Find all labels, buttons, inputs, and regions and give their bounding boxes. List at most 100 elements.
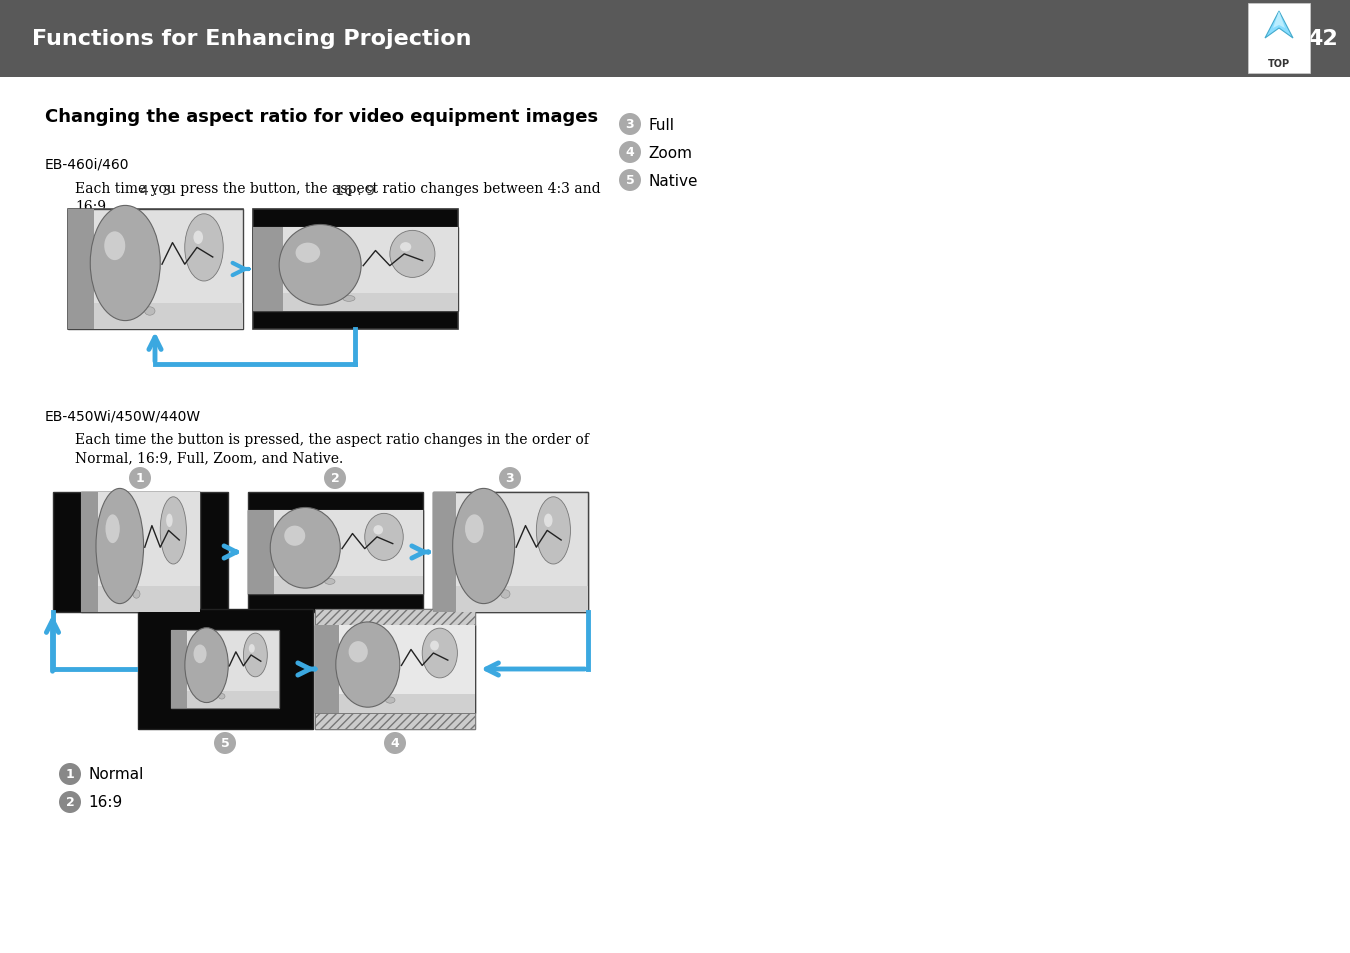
Bar xyxy=(68,210,93,330)
Bar xyxy=(432,493,456,613)
Text: 1: 1 xyxy=(66,768,74,781)
Text: 5: 5 xyxy=(625,174,634,188)
Ellipse shape xyxy=(144,308,155,315)
Bar xyxy=(53,493,228,613)
Bar xyxy=(81,493,99,613)
Bar xyxy=(252,228,458,312)
Ellipse shape xyxy=(279,225,362,306)
Ellipse shape xyxy=(243,634,267,677)
Ellipse shape xyxy=(452,489,514,604)
Text: 16:9.: 16:9. xyxy=(76,200,111,213)
Bar xyxy=(315,609,475,729)
Text: EB-450Wi/450W/440W: EB-450Wi/450W/440W xyxy=(45,410,201,423)
Ellipse shape xyxy=(219,694,225,700)
Text: Changing the aspect ratio for video equipment images: Changing the aspect ratio for video equi… xyxy=(45,108,598,126)
Bar xyxy=(81,493,200,613)
Circle shape xyxy=(620,170,641,192)
Bar xyxy=(0,0,1350,78)
Ellipse shape xyxy=(104,233,126,261)
Text: Full: Full xyxy=(648,117,674,132)
Circle shape xyxy=(215,732,236,754)
Text: 16:9: 16:9 xyxy=(88,795,123,810)
Ellipse shape xyxy=(324,578,335,585)
Bar xyxy=(315,625,475,714)
Bar xyxy=(247,511,423,595)
Bar xyxy=(170,630,279,708)
Text: 3: 3 xyxy=(625,118,634,132)
Circle shape xyxy=(383,732,406,754)
Ellipse shape xyxy=(400,243,412,253)
Ellipse shape xyxy=(423,628,458,679)
Circle shape xyxy=(324,468,346,490)
Bar xyxy=(99,586,200,613)
Bar xyxy=(315,714,475,729)
Ellipse shape xyxy=(296,243,320,264)
Ellipse shape xyxy=(343,296,355,302)
Text: Native: Native xyxy=(648,173,698,189)
Polygon shape xyxy=(1265,12,1293,39)
Ellipse shape xyxy=(161,497,186,564)
Bar xyxy=(247,511,274,595)
Bar xyxy=(252,228,458,312)
Bar xyxy=(81,493,200,613)
Ellipse shape xyxy=(348,641,367,662)
Text: 16 : 9: 16 : 9 xyxy=(335,184,375,198)
Ellipse shape xyxy=(185,214,223,282)
Text: 4: 4 xyxy=(625,147,634,159)
Ellipse shape xyxy=(105,515,120,543)
Ellipse shape xyxy=(464,515,483,543)
Text: Each time the button is pressed, the aspect ratio changes in the order of: Each time the button is pressed, the asp… xyxy=(76,433,589,447)
Text: 42: 42 xyxy=(1307,29,1338,49)
Ellipse shape xyxy=(374,525,383,535)
Text: 4: 4 xyxy=(390,737,400,750)
Bar xyxy=(93,303,243,330)
Bar xyxy=(432,493,587,613)
Text: Normal: Normal xyxy=(88,767,143,781)
Ellipse shape xyxy=(193,232,202,245)
Text: Each time you press the button, the aspect ratio changes between 4:3 and: Each time you press the button, the aspe… xyxy=(76,182,601,195)
Ellipse shape xyxy=(364,514,404,560)
Ellipse shape xyxy=(185,628,228,702)
Ellipse shape xyxy=(270,508,340,589)
Text: 3: 3 xyxy=(506,472,514,485)
Circle shape xyxy=(130,468,151,490)
Circle shape xyxy=(59,763,81,785)
Bar xyxy=(68,210,243,330)
Bar xyxy=(315,609,475,625)
Text: Normal, 16:9, Full, Zoom, and Native.: Normal, 16:9, Full, Zoom, and Native. xyxy=(76,451,343,464)
Ellipse shape xyxy=(166,514,173,528)
Bar xyxy=(284,294,458,312)
Circle shape xyxy=(59,791,81,813)
Text: 4 : 3: 4 : 3 xyxy=(139,184,170,198)
Bar xyxy=(170,630,188,708)
Ellipse shape xyxy=(431,641,439,651)
Text: 5: 5 xyxy=(220,737,230,750)
Ellipse shape xyxy=(336,622,400,707)
Ellipse shape xyxy=(248,644,255,653)
Ellipse shape xyxy=(385,698,396,703)
Ellipse shape xyxy=(390,232,435,278)
Ellipse shape xyxy=(132,590,140,598)
Ellipse shape xyxy=(536,497,571,564)
Bar xyxy=(247,493,423,613)
Text: 2: 2 xyxy=(66,796,74,809)
Bar xyxy=(274,576,423,595)
Text: 1: 1 xyxy=(135,472,144,485)
Bar xyxy=(432,493,587,613)
Bar xyxy=(138,609,312,729)
Text: TOP: TOP xyxy=(1268,59,1291,69)
Ellipse shape xyxy=(285,526,305,546)
Text: EB-460i/460: EB-460i/460 xyxy=(45,157,130,171)
Bar xyxy=(315,625,339,714)
Circle shape xyxy=(620,142,641,164)
Text: Functions for Enhancing Projection: Functions for Enhancing Projection xyxy=(32,29,471,49)
Text: 2: 2 xyxy=(331,472,339,485)
Ellipse shape xyxy=(501,590,510,598)
Ellipse shape xyxy=(90,206,161,321)
Bar xyxy=(1247,4,1310,74)
Ellipse shape xyxy=(193,645,207,663)
Bar xyxy=(456,586,587,613)
Bar xyxy=(339,694,475,714)
Bar xyxy=(252,210,458,330)
Polygon shape xyxy=(1273,12,1285,29)
